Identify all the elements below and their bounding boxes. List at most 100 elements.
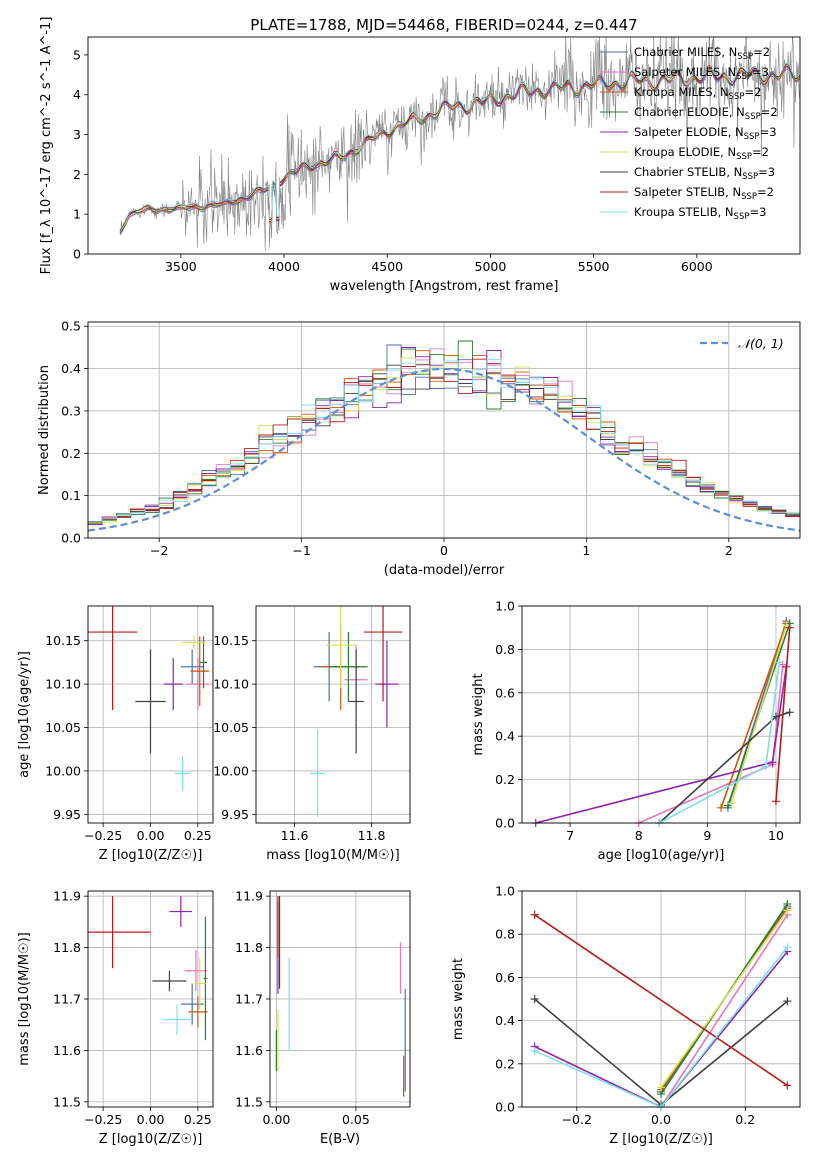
x-tick-label: −0.25	[84, 828, 122, 843]
z-weight-panel: −0.2 0.0 0.2 0.0 0.2 0.4 0.6 0.8 1.0 Z [log10(Z/Z…	[451, 884, 801, 1147]
residuals-xlabel: (data-model)/error	[384, 563, 505, 578]
z-mass-ylabel: mass [log10(M/M☉)]	[17, 932, 32, 1065]
legend-entry-main: Salpeter ELODIE, N	[634, 125, 744, 139]
legend-entry-main: Chabrier MILES, N	[634, 45, 737, 59]
z-mass-xlabel: Z [log10(Z/Z☉)]	[99, 1132, 203, 1147]
y-tick-label: 0.8	[495, 642, 515, 657]
y-tick-label: 9.95	[53, 807, 81, 822]
legend-entry-sub: SSP	[744, 132, 760, 142]
spectrum-xlabel: wavelength [Angstrom, rest frame]	[330, 279, 559, 294]
ebv-mass-panel: 0.00 0.05 11.5 11.6 11.7 11.8 11.9 E(B-V)	[235, 889, 411, 1147]
y-tick-label: 4	[73, 87, 81, 102]
y-tick-label: 0.2	[61, 446, 81, 461]
weight-series-line	[730, 625, 788, 804]
y-tick-label: 0.6	[495, 685, 515, 700]
y-tick-label: 0.6	[495, 970, 515, 985]
x-tick-label: 0.25	[184, 1112, 212, 1127]
z-weight-axes: −0.2 0.0 0.2 0.0 0.2 0.4 0.6 0.8 1.0 Z [log10(Z/Z…	[451, 884, 800, 1147]
y-tick-label: 0.8	[495, 927, 515, 942]
axes-frame	[87, 605, 214, 824]
x-tick-label: 0.2	[735, 1112, 755, 1127]
x-tick-label: 11.8	[358, 828, 386, 843]
legend-entry-main: Kroupa ELODIE, N	[634, 145, 736, 159]
axes-frame	[87, 890, 214, 1108]
y-tick-label: 10.10	[213, 677, 249, 692]
y-tick-label: 0.4	[61, 361, 81, 376]
weight-marker	[530, 995, 539, 1003]
weight-series-line	[638, 664, 784, 823]
residual-histogram	[88, 344, 800, 524]
weight-series-line	[775, 627, 791, 802]
legend-entry-main: Chabrier STELIB, N	[634, 165, 742, 179]
mass-age-axes: 11.6 11.8 9.95 10.00 10.05 10.10 10.15 mass [lo…	[213, 606, 410, 863]
x-tick-label: 0.05	[342, 1112, 370, 1127]
ebv-mass-xlabel: E(B-V)	[320, 1132, 360, 1147]
weight-marker	[771, 797, 780, 806]
legend-entry: Chabrier STELIB, NSSP=3	[634, 165, 775, 182]
z-mass-axes: −0.25 0.00 0.25 11.5 11.6 11.7 11.8 11.9 Z [log1…	[17, 889, 213, 1147]
weight-marker	[727, 799, 736, 808]
weight-marker	[783, 943, 792, 952]
legend-entry-sub: SSP	[729, 92, 745, 102]
weight-marker	[775, 658, 784, 667]
weight-series-line	[534, 950, 789, 1107]
y-tick-label: 11.5	[235, 1094, 263, 1109]
legend-entry-tail: =2	[744, 85, 761, 99]
y-tick-label: 0.3	[61, 403, 81, 418]
spectrum-model-line	[119, 68, 800, 236]
x-tick-label: 7	[566, 828, 574, 843]
weight-series-line	[660, 909, 789, 1089]
y-tick-label: 11.6	[235, 1043, 263, 1058]
y-tick-label: 10.10	[45, 677, 81, 692]
mass-age-xlabel: mass [log10(M/M☉)]	[266, 848, 399, 863]
legend-entry-sub: SSP	[741, 192, 757, 202]
weight-marker	[783, 1081, 792, 1090]
z-mass-panel: −0.25 0.00 0.25 11.5 11.6 11.7 11.8 11.9 Z [log1…	[17, 889, 214, 1147]
y-tick-label: 9.95	[221, 807, 249, 822]
y-tick-label: 11.7	[53, 992, 81, 1007]
legend-entry-sub: SSP	[742, 172, 758, 182]
legend-entry-tail: =3	[752, 65, 769, 79]
age-weight-panel: 7 8 9 10 0.0 0.2 0.4 0.6 0.8 1.0 age [log10(age/yr…	[471, 599, 801, 863]
legend-entry-tail: =3	[758, 165, 775, 179]
weight-marker	[785, 708, 794, 717]
y-tick-label: 11.6	[53, 1043, 81, 1058]
y-tick-label: 11.9	[235, 889, 263, 904]
weight-marker	[723, 801, 732, 810]
legend-entry-sub: SSP	[734, 212, 750, 222]
y-tick-label: 0.2	[495, 1056, 515, 1071]
x-tick-label: −1	[292, 543, 310, 558]
y-tick-label: 0.0	[495, 1100, 515, 1115]
y-tick-label: 10.05	[213, 720, 249, 735]
y-tick-label: 1.0	[495, 884, 515, 899]
legend-entry-sub: SSP	[736, 152, 752, 162]
spectrum-model-line	[119, 62, 800, 230]
z-age-axes: −0.25 0.00 0.25 9.95 10.00 10.05 10.10 10.15 Z […	[17, 606, 213, 863]
weight-marker	[785, 623, 794, 632]
weight-series-line	[660, 914, 789, 1107]
y-tick-label: 0.0	[495, 816, 515, 831]
y-tick-label: 10.05	[45, 720, 81, 735]
x-tick-label: −2	[150, 543, 168, 558]
y-tick-label: 11.9	[53, 889, 81, 904]
axes-frame	[521, 605, 801, 824]
z-weight-ylabel: mass weight	[451, 958, 466, 1040]
legend-entry: Kroupa ELODIE, NSSP=2	[634, 145, 769, 162]
legend-entry-sub: SSP	[736, 72, 752, 82]
legend-entry-main: Salpeter MILES, N	[634, 65, 736, 79]
x-tick-label: 0	[440, 543, 448, 558]
x-tick-label: 4500	[371, 259, 403, 274]
weight-marker	[768, 758, 777, 767]
residuals-axes: −2 −1 0 1 2 0.0 0.1 0.2 0.3 0.4 0.5 (data-model)/er…	[37, 319, 800, 578]
z-age-ylabel: age [log10(age/yr)]	[17, 651, 32, 778]
y-tick-label: 11.7	[235, 992, 263, 1007]
age-weight-xlabel: age [log10(age/yr)]	[598, 848, 725, 863]
y-tick-label: 3	[73, 127, 81, 142]
axes-frame	[255, 605, 411, 824]
legend-entry-tail: =2	[752, 145, 769, 159]
legend-entry: Chabrier ELODIE, NSSP=2	[634, 105, 778, 122]
age-weight-axes: 7 8 9 10 0.0 0.2 0.4 0.6 0.8 1.0 age [log10(age/yr…	[471, 599, 800, 863]
weight-series-line	[658, 662, 781, 823]
spectrum-data-line	[119, 37, 800, 251]
